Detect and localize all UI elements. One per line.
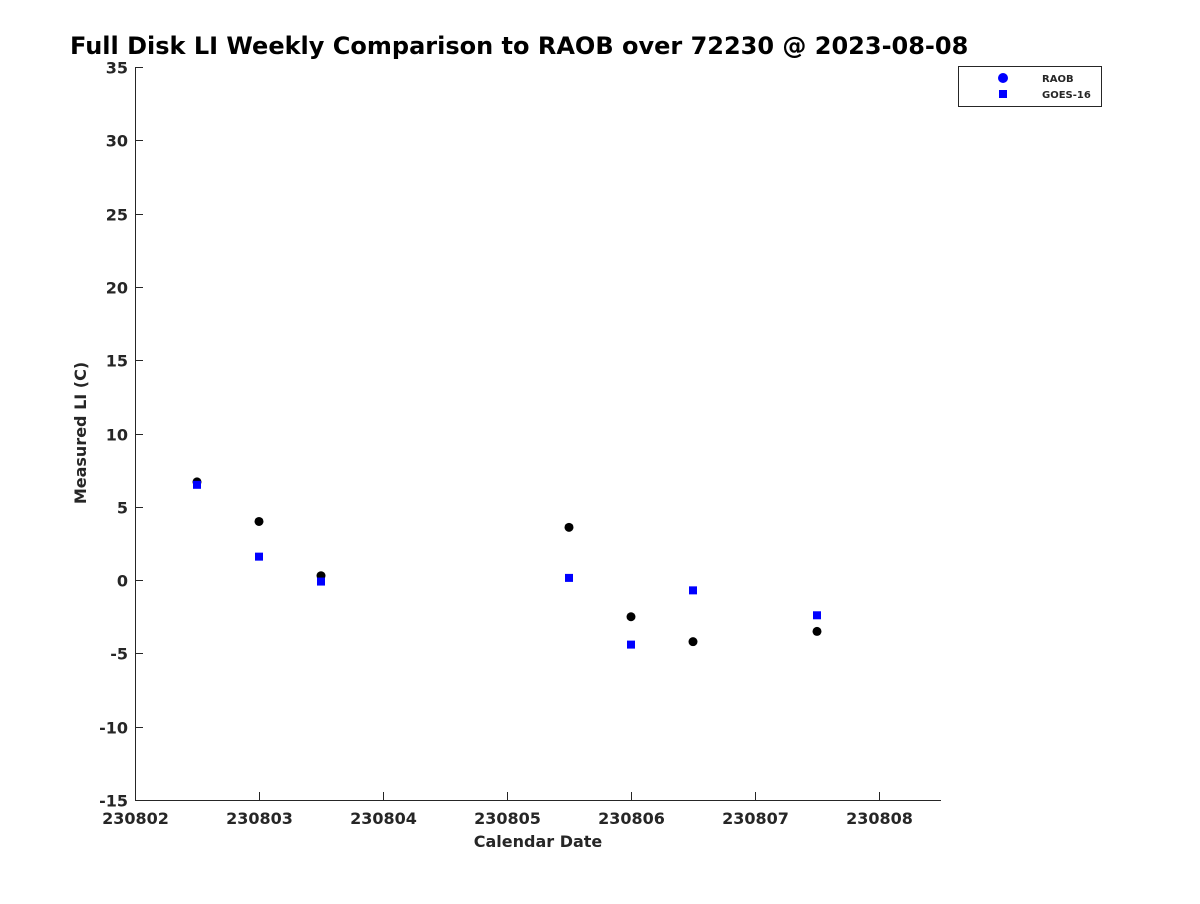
legend-marker-raob xyxy=(998,73,1008,83)
goes16-point xyxy=(689,586,697,595)
y-tick-label: -10 xyxy=(99,719,128,738)
y-tick-label: 0 xyxy=(117,572,128,591)
x-tick-label: 230804 xyxy=(350,809,417,828)
y-tick-label: 5 xyxy=(117,499,128,518)
goes16-point xyxy=(193,480,201,489)
legend: RAOB GOES-16 xyxy=(958,66,1102,107)
y-tick-label: 15 xyxy=(106,352,128,371)
raob-point xyxy=(626,612,636,622)
goes16-point xyxy=(627,640,635,649)
goes16-point xyxy=(317,577,325,586)
x-tick-label: 230803 xyxy=(226,809,293,828)
goes16-point xyxy=(255,552,263,561)
y-tick-label: -15 xyxy=(99,792,128,811)
legend-marker-goes16 xyxy=(999,90,1007,98)
y-tick-label: -5 xyxy=(110,645,128,664)
x-tick-label: 230808 xyxy=(846,809,913,828)
y-tick-label: 35 xyxy=(106,59,128,78)
goes16-point xyxy=(813,611,821,620)
chart-title: Full Disk LI Weekly Comparison to RAOB o… xyxy=(70,32,968,60)
legend-box xyxy=(958,66,1102,107)
raob-point xyxy=(564,522,574,532)
y-axis-label: Measured LI (C) xyxy=(71,362,90,504)
raob-point xyxy=(812,626,822,636)
y-tick-label: 10 xyxy=(106,426,128,445)
y-tick-label: 25 xyxy=(106,206,128,225)
x-tick-label: 230802 xyxy=(102,809,169,828)
x-tick-label: 230806 xyxy=(598,809,665,828)
x-tick-label: 230805 xyxy=(474,809,541,828)
legend-label-raob: RAOB xyxy=(1042,74,1074,85)
goes16-point xyxy=(565,573,573,582)
x-axis-label: Calendar Date xyxy=(474,832,603,851)
y-tick-label: 30 xyxy=(106,132,128,151)
y-tick-label: 20 xyxy=(106,279,128,298)
raob-point xyxy=(688,637,698,647)
axes: 230802 230803 230804 230805 230806 230807 2308… xyxy=(99,59,941,828)
raob-point xyxy=(254,516,264,526)
x-tick-label: 230807 xyxy=(722,809,789,828)
legend-label-goes16: GOES-16 xyxy=(1042,90,1091,101)
data-marks xyxy=(192,477,822,649)
